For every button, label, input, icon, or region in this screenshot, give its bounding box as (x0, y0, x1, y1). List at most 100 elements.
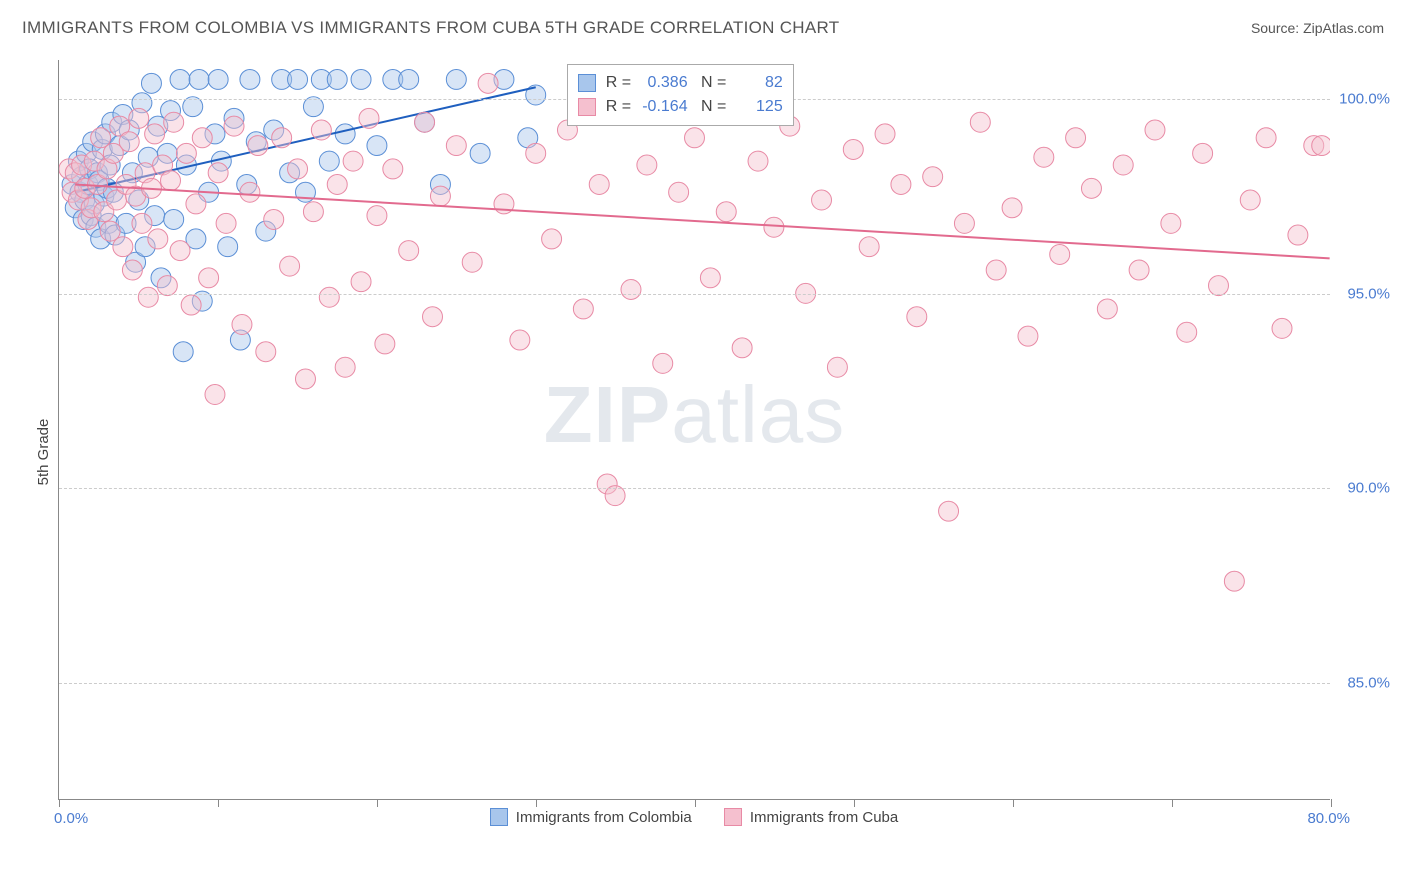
scatter-point (87, 163, 107, 183)
scatter-point (145, 206, 165, 226)
scatter-point (526, 143, 546, 163)
scatter-point (875, 124, 895, 144)
scatter-point (573, 299, 593, 319)
scatter-point (65, 198, 85, 218)
scatter-point (367, 206, 387, 226)
scatter-point (1129, 260, 1149, 280)
scatter-point (199, 182, 219, 202)
scatter-point (1113, 155, 1133, 175)
scatter-point (1034, 147, 1054, 167)
scatter-point (205, 385, 225, 405)
scatter-point (383, 159, 403, 179)
scatter-point (78, 174, 98, 194)
scatter-point (87, 174, 107, 194)
scatter-point (211, 151, 231, 171)
scatter-point (153, 155, 173, 175)
trend-line (75, 87, 535, 192)
legend-item-cuba: Immigrants from Cuba (724, 808, 898, 826)
scatter-point (176, 143, 196, 163)
scatter-point (102, 112, 122, 132)
scatter-point (1002, 198, 1022, 218)
correlation-stat-box: R = 0.386 N = 82 R = -0.164 N = 125 (567, 64, 794, 126)
scatter-point (100, 155, 120, 175)
stat-row-cuba: R = -0.164 N = 125 (578, 95, 783, 119)
scatter-point (103, 182, 123, 202)
scatter-point (446, 69, 466, 89)
scatter-point (83, 132, 103, 152)
scatter-point (351, 272, 371, 292)
scatter-point (116, 174, 136, 194)
y-tick-label: 85.0% (1347, 675, 1390, 692)
scatter-point (264, 209, 284, 229)
scatter-point (478, 73, 498, 93)
scatter-point (1161, 213, 1181, 233)
scatter-point (1050, 244, 1070, 264)
scatter-point (716, 202, 736, 222)
scatter-point (542, 229, 562, 249)
scatter-point (230, 330, 250, 350)
scatter-point (170, 241, 190, 261)
legend-swatch-cuba (724, 808, 742, 826)
scatter-point (415, 112, 435, 132)
scatter-point (113, 104, 133, 124)
scatter-point (327, 174, 347, 194)
scatter-point (84, 194, 104, 214)
scatter-point (129, 108, 149, 128)
scatter-point (288, 69, 308, 89)
stat-swatch-cuba (578, 98, 596, 116)
scatter-point (59, 159, 79, 179)
scatter-point (122, 260, 142, 280)
scatter-point (70, 182, 90, 202)
y-tick-label: 95.0% (1347, 285, 1390, 302)
scatter-point (110, 136, 130, 156)
scatter-point (446, 136, 466, 156)
scatter-point (295, 182, 315, 202)
scatter-point (288, 159, 308, 179)
scatter-point (311, 69, 331, 89)
scatter-point (319, 151, 339, 171)
scatter-point (138, 147, 158, 167)
scatter-point (73, 209, 93, 229)
scatter-point (462, 252, 482, 272)
scatter-point (327, 69, 347, 89)
scatter-point (1288, 225, 1308, 245)
y-tick-label: 90.0% (1347, 480, 1390, 497)
scatter-point (907, 307, 927, 327)
scatter-point (161, 101, 181, 121)
scatter-point (62, 182, 82, 202)
scatter-point (1018, 326, 1038, 346)
scatter-point (92, 139, 112, 159)
scatter-point (107, 190, 127, 210)
scatter-svg (59, 60, 1330, 799)
y-tick-label: 100.0% (1339, 90, 1390, 107)
scatter-point (75, 178, 95, 198)
scatter-point (91, 229, 111, 249)
scatter-point (1081, 178, 1101, 198)
scatter-point (94, 202, 114, 222)
scatter-point (1066, 128, 1086, 148)
scatter-point (264, 120, 284, 140)
scatter-point (843, 139, 863, 159)
scatter-point (132, 213, 152, 233)
plot-area: ZIPatlas 85.0%90.0%95.0%100.0% (58, 60, 1330, 800)
scatter-point (81, 198, 101, 218)
scatter-point (732, 338, 752, 358)
scatter-point (621, 279, 641, 299)
trend-line (75, 184, 1329, 258)
stat-swatch-colombia (578, 74, 596, 92)
source-link[interactable]: ZipAtlas.com (1303, 20, 1384, 36)
scatter-point (141, 178, 161, 198)
scatter-point (700, 268, 720, 288)
y-axis-label: 5th Grade (35, 419, 52, 486)
scatter-point (311, 120, 331, 140)
scatter-point (110, 116, 130, 136)
scatter-point (173, 342, 193, 362)
scatter-point (224, 116, 244, 136)
chart-header: IMMIGRANTS FROM COLOMBIA VS IMMIGRANTS F… (22, 18, 1384, 38)
scatter-point (164, 112, 184, 132)
scatter-point (280, 163, 300, 183)
scatter-point (272, 69, 292, 89)
scatter-point (68, 151, 88, 171)
scatter-point (97, 159, 117, 179)
scatter-point (470, 143, 490, 163)
